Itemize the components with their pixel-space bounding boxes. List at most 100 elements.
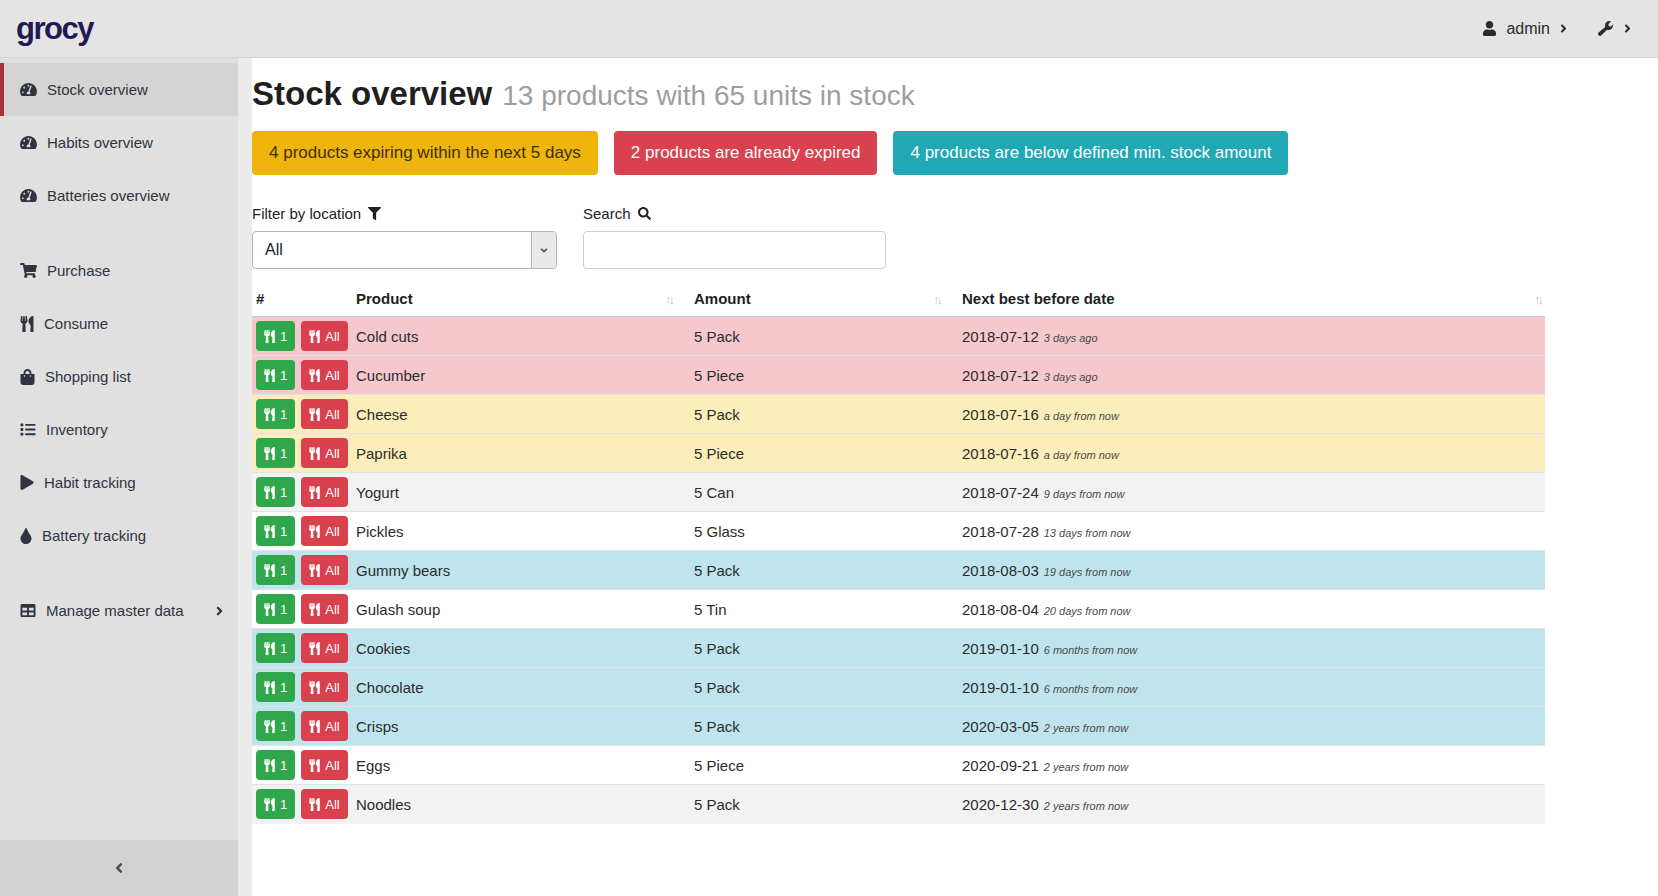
consume-all-button[interactable]: All <box>301 516 347 546</box>
sidebar-item-habit-tracking[interactable]: Habit tracking <box>0 456 238 509</box>
product-name: Cucumber <box>352 356 690 395</box>
expired-badge[interactable]: 2 products are already expired <box>614 131 878 175</box>
utensils-icon <box>264 642 275 655</box>
product-name: Cold cuts <box>352 317 690 356</box>
settings-menu[interactable] <box>1598 21 1632 37</box>
below-min-stock-badge[interactable]: 4 products are below defined min. stock … <box>893 131 1288 175</box>
table-row: 1 All Gulash soup 5 Tin 2018-08-0420 day… <box>252 590 1545 629</box>
gauge-icon <box>20 82 37 97</box>
consume-one-button[interactable]: 1 <box>256 594 295 624</box>
column-header-amount[interactable]: Amount↑↓ <box>690 285 958 317</box>
table-row: 1 All Yogurt 5 Can 2018-07-249 days from… <box>252 473 1545 512</box>
best-before-date: 2018-07-249 days from now <box>958 473 1545 512</box>
utensils-icon <box>264 798 275 811</box>
table-header-row: # Product↑↓ Amount↑↓ Next best before da… <box>252 285 1545 317</box>
product-amount: 5 Pack <box>690 317 958 356</box>
sidebar-item-label: Shopping list <box>45 368 131 385</box>
product-name: Paprika <box>352 434 690 473</box>
product-name: Eggs <box>352 746 690 785</box>
consume-one-button[interactable]: 1 <box>256 477 295 507</box>
app-logo[interactable]: grocy <box>16 11 93 47</box>
consume-all-button[interactable]: All <box>301 633 347 663</box>
sidebar-item-habits-overview[interactable]: Habits overview <box>0 116 238 169</box>
consume-all-button[interactable]: All <box>301 594 347 624</box>
utensils-icon <box>20 316 34 332</box>
utensils-icon <box>309 369 320 382</box>
consume-all-button[interactable]: All <box>301 360 347 390</box>
best-before-date: 2020-03-052 years from now <box>958 707 1545 746</box>
consume-one-button[interactable]: 1 <box>256 360 295 390</box>
row-actions: 1 All <box>252 590 352 629</box>
sidebar-item-purchase[interactable]: Purchase <box>0 244 238 297</box>
consume-one-button[interactable]: 1 <box>256 438 295 468</box>
consume-all-button[interactable]: All <box>301 672 347 702</box>
table-row: 1 All Cheese 5 Pack 2018-07-16a day from… <box>252 395 1545 434</box>
consume-all-button[interactable]: All <box>301 711 347 741</box>
sidebar-item-stock-overview[interactable]: Stock overview <box>0 63 238 116</box>
table-row: 1 All Gummy bears 5 Pack 2018-08-0319 da… <box>252 551 1545 590</box>
consume-one-button[interactable]: 1 <box>256 672 295 702</box>
search-input[interactable] <box>583 231 886 269</box>
sidebar-item-battery-tracking[interactable]: Battery tracking <box>0 509 238 562</box>
column-header-best-before[interactable]: Next best before date↑↓ <box>958 285 1545 317</box>
consume-one-button[interactable]: 1 <box>256 516 295 546</box>
consume-all-button[interactable]: All <box>301 438 347 468</box>
utensils-icon <box>309 564 320 577</box>
utensils-icon <box>264 408 275 421</box>
utensils-icon <box>309 759 320 772</box>
sort-icon[interactable]: ↑↓ <box>1534 292 1541 307</box>
sidebar-item-shopping-list[interactable]: Shopping list <box>0 350 238 403</box>
product-name: Noodles <box>352 785 690 824</box>
consume-one-button[interactable]: 1 <box>256 555 295 585</box>
location-filter-value: All <box>253 232 531 268</box>
sort-icon[interactable]: ↑↓ <box>933 292 940 307</box>
page-subtitle: 13 products with 65 units in stock <box>502 80 914 111</box>
wrench-icon <box>1598 21 1614 37</box>
sidebar-item-batteries-overview[interactable]: Batteries overview <box>0 169 238 222</box>
play-icon <box>20 475 34 490</box>
consume-one-button[interactable]: 1 <box>256 750 295 780</box>
row-actions: 1 All <box>252 668 352 707</box>
chevron-right-icon <box>1559 22 1568 35</box>
table-row: 1 All Cucumber 5 Piece 2018-07-123 days … <box>252 356 1545 395</box>
consume-all-button[interactable]: All <box>301 477 347 507</box>
utensils-icon <box>264 759 275 772</box>
location-filter-select[interactable]: All <box>252 231 557 269</box>
utensils-icon <box>264 486 275 499</box>
expiring-badge[interactable]: 4 products expiring within the next 5 da… <box>252 131 598 175</box>
sidebar-item-label: Stock overview <box>47 81 148 98</box>
sidebar-item-label: Consume <box>44 315 108 332</box>
column-header-actions[interactable]: # <box>252 285 352 317</box>
consume-all-button[interactable]: All <box>301 399 347 429</box>
consume-one-button[interactable]: 1 <box>256 321 295 351</box>
table-row: 1 All Cookies 5 Pack 2019-01-106 months … <box>252 629 1545 668</box>
product-amount: 5 Piece <box>690 746 958 785</box>
sidebar-collapse-button[interactable] <box>0 840 238 896</box>
chevron-left-icon <box>114 860 124 876</box>
row-actions: 1 All <box>252 356 352 395</box>
product-amount: 5 Pack <box>690 629 958 668</box>
sidebar-item-consume[interactable]: Consume <box>0 297 238 350</box>
select-dropdown-button[interactable] <box>531 232 556 268</box>
user-menu[interactable]: admin <box>1482 20 1568 38</box>
sidebar-item-inventory[interactable]: Inventory <box>0 403 238 456</box>
column-header-product[interactable]: Product↑↓ <box>352 285 690 317</box>
consume-one-button[interactable]: 1 <box>256 399 295 429</box>
consume-all-button[interactable]: All <box>301 555 347 585</box>
consume-one-button[interactable]: 1 <box>256 789 295 819</box>
best-before-date: 2018-08-0319 days from now <box>958 551 1545 590</box>
sort-icon[interactable]: ↑↓ <box>665 292 672 307</box>
sidebar-item-label: Habit tracking <box>44 474 136 491</box>
table-row: 1 All Pickles 5 Glass 2018-07-2813 days … <box>252 512 1545 551</box>
chevron-right-icon <box>215 604 224 618</box>
consume-one-button[interactable]: 1 <box>256 711 295 741</box>
table-row: 1 All Cold cuts 5 Pack 2018-07-123 days … <box>252 317 1545 356</box>
consume-all-button[interactable]: All <box>301 321 347 351</box>
utensils-icon <box>264 603 275 616</box>
utensils-icon <box>309 486 320 499</box>
consume-one-button[interactable]: 1 <box>256 633 295 663</box>
user-name: admin <box>1506 20 1550 38</box>
consume-all-button[interactable]: All <box>301 789 347 819</box>
sidebar-item-manage-master-data[interactable]: Manage master data <box>0 584 238 637</box>
consume-all-button[interactable]: All <box>301 750 347 780</box>
